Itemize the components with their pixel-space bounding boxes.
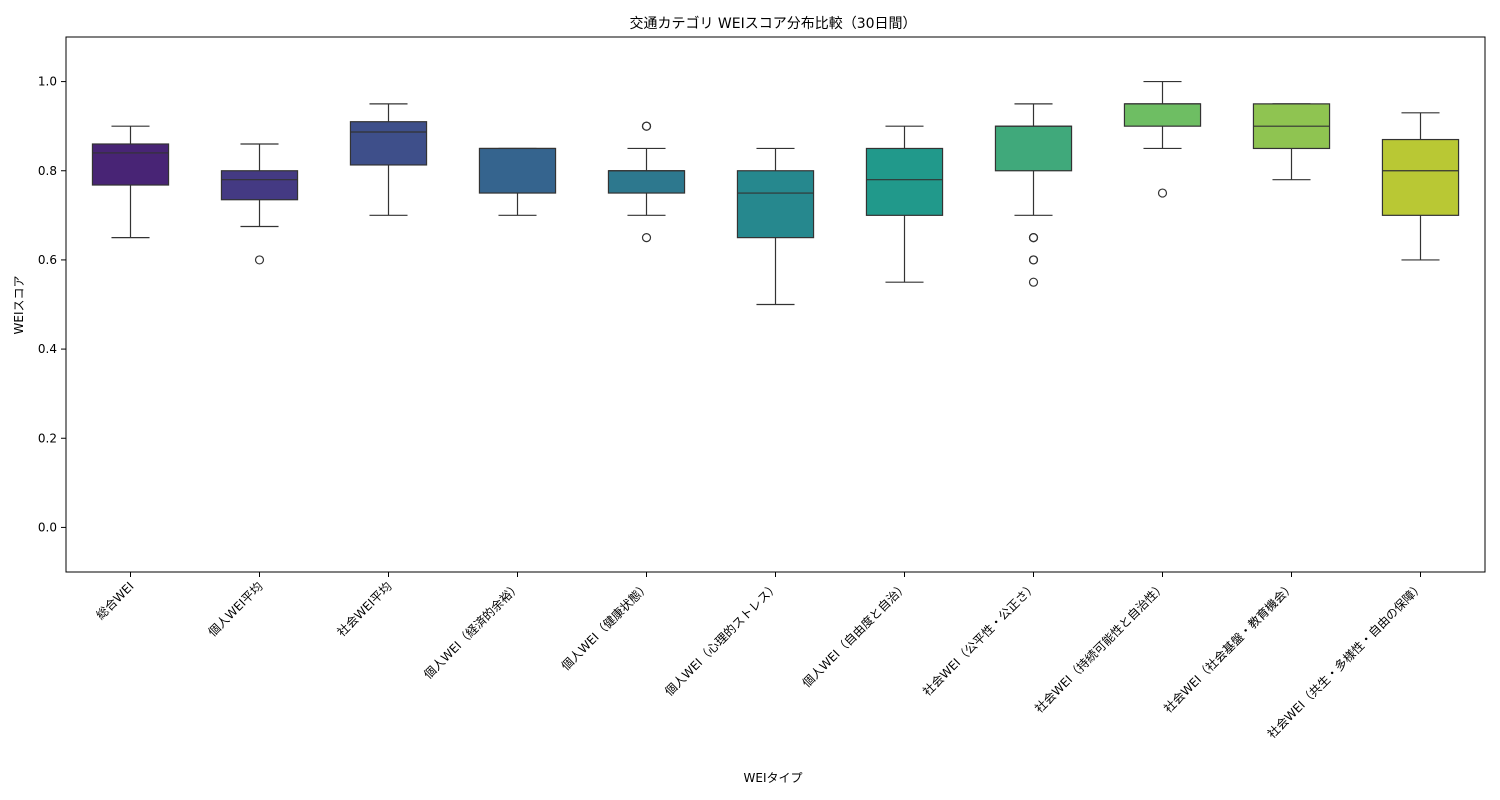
- y-tick-label: 0.0: [38, 520, 57, 534]
- x-tick-label: 社会WEI（公平性・公正さ）: [919, 579, 1039, 699]
- box: [736, 170, 815, 239]
- outlier-point: [1157, 188, 1168, 198]
- x-tick-label: 個人WEI（健康状態）: [558, 579, 653, 674]
- y-tick-label: 0.8: [38, 164, 57, 178]
- x-tick-label: 総合WEI: [93, 579, 137, 623]
- outlier-point: [641, 121, 652, 131]
- outlier-point: [254, 255, 265, 265]
- chart-title: 交通カテゴリ WEIスコア分布比較（30日間）: [629, 15, 916, 32]
- y-tick-label: 1.0: [38, 75, 57, 89]
- x-axis-label: WEIタイプ: [744, 771, 803, 785]
- x-tick-label: 社会WEI平均: [334, 579, 395, 640]
- x-tick-label: 個人WEI平均: [206, 579, 266, 639]
- outlier-point: [641, 233, 652, 243]
- box: [607, 170, 686, 194]
- box: [220, 170, 299, 201]
- box: [1381, 138, 1460, 216]
- y-tick-label: 0.6: [38, 253, 57, 267]
- x-tick-label: 社会WEI（持続可能性と自治性）: [1031, 579, 1168, 716]
- x-tick-label: 個人WEI（経済的余裕）: [420, 579, 523, 682]
- y-tick-label: 0.4: [38, 342, 57, 356]
- box: [478, 147, 557, 194]
- box: [91, 143, 170, 186]
- x-tick-label: 社会WEI（共生・多様性・自由の保障）: [1264, 579, 1427, 742]
- outlier-point: [1028, 277, 1039, 287]
- box: [349, 121, 428, 166]
- x-tick-label: 個人WEI（自由度と自治）: [799, 579, 911, 691]
- x-tick-label: 個人WEI（心理的ストレス）: [661, 579, 781, 699]
- outlier-point: [1028, 255, 1039, 265]
- outlier-point: [1028, 233, 1039, 243]
- box: [1123, 103, 1202, 127]
- y-axis-label: WEIスコア: [12, 276, 26, 335]
- box: [994, 125, 1073, 172]
- box: [865, 147, 944, 216]
- x-tick-label: 社会WEI（社会基盤・教育機会）: [1160, 579, 1297, 716]
- y-tick-label: 0.2: [38, 431, 57, 445]
- plot-frame: [65, 36, 1486, 573]
